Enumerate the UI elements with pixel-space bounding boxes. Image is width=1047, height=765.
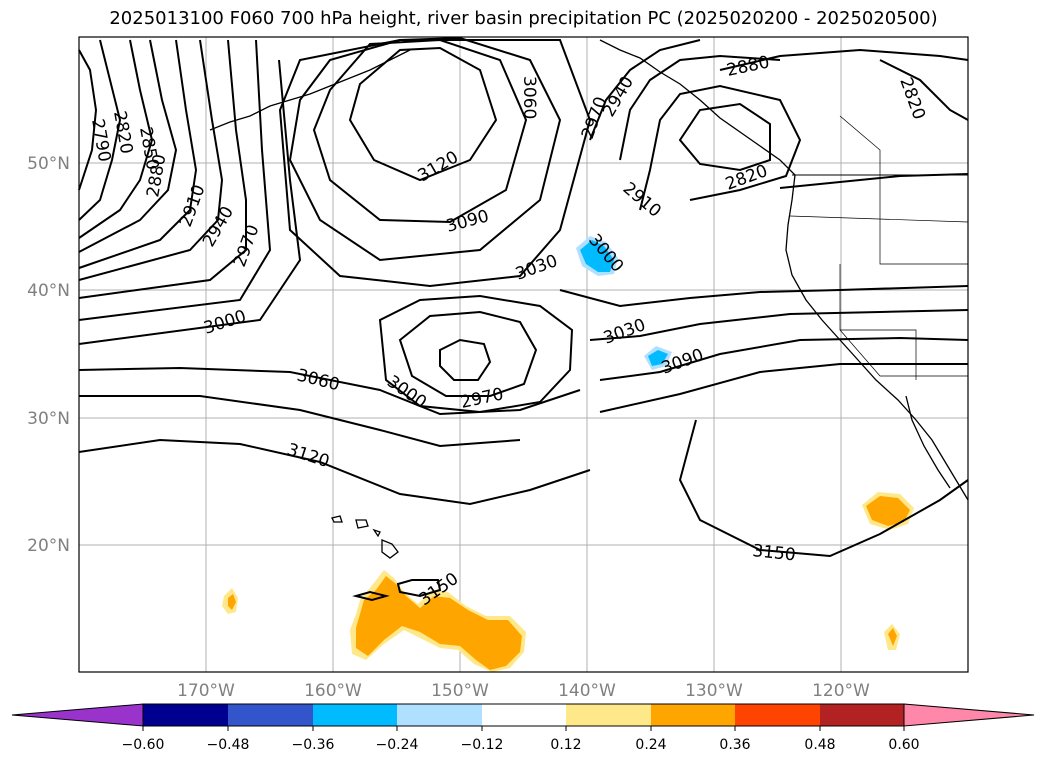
lat-label-20n: 20°N — [27, 536, 70, 556]
border-states-4 — [839, 329, 968, 377]
lon-label-170w: 170°W — [177, 681, 235, 701]
colorbar-label: −0.48 — [207, 737, 250, 753]
contour-2790 — [78, 49, 98, 191]
contour-2970 — [78, 39, 247, 299]
colorbar-ticks — [142, 726, 905, 731]
colorbar-bin — [397, 704, 482, 726]
contour-2940 — [78, 39, 224, 281]
contour-2970-inner — [439, 338, 492, 381]
contour-label: 3150 — [751, 541, 796, 565]
border-states-2 — [789, 215, 969, 223]
colorbar-extend-high — [903, 703, 1035, 727]
precip-fill — [222, 236, 914, 672]
height-contours — [78, 36, 969, 602]
contour-2820-e — [779, 173, 969, 189]
colorbar-bin — [143, 704, 228, 726]
coast-hawaii-1 — [331, 515, 343, 523]
colorbar: −0.60 −0.48 −0.36 −0.24 −0.12 0.12 0.24 … — [11, 703, 1035, 753]
contour-2940-trough — [619, 54, 781, 161]
colorbar-label: −0.24 — [376, 737, 419, 753]
contour-label: 3060 — [519, 76, 539, 119]
lon-label-160w: 160°W — [304, 681, 362, 701]
contour-3150-east — [678, 419, 969, 558]
contour-3150-hawaii — [396, 579, 442, 598]
contour-3120-east — [599, 363, 968, 413]
colorbar-label: −0.60 — [122, 737, 165, 753]
colorbar-label: 0.48 — [804, 737, 835, 753]
precip-negative-2 — [648, 350, 668, 366]
colorbar-label: −0.12 — [461, 737, 504, 753]
lat-label-50n: 50°N — [27, 154, 70, 174]
colorbar-bin — [820, 704, 904, 726]
colorbar-frame — [142, 703, 905, 727]
border-states-1 — [839, 115, 968, 265]
colorbar-label: −0.36 — [292, 737, 335, 753]
contour-3120-south — [78, 438, 591, 506]
colorbar-extend-low — [11, 703, 144, 727]
contour-2820 — [78, 39, 122, 221]
contour-2820-n — [879, 59, 969, 121]
lon-label-130w: 130°W — [685, 681, 743, 701]
colorbar-label: 0.24 — [635, 737, 666, 753]
coast-aleutians — [209, 49, 411, 131]
colorbar-bin — [228, 704, 313, 726]
contour-2880 — [78, 39, 178, 253]
colorbar-bin — [651, 704, 735, 726]
contour-3030-east — [559, 285, 969, 308]
precip-orange-baja — [866, 496, 910, 526]
coast-hawaii-3 — [372, 528, 381, 538]
contour-3150-island — [352, 590, 390, 602]
coast-hawaii-big — [381, 539, 399, 559]
contour-3090-west — [79, 395, 521, 448]
lat-label-30n: 30°N — [27, 409, 70, 429]
contour-3030-west — [78, 59, 302, 345]
colorbar-label: 0.60 — [888, 737, 919, 753]
coast-alaska-panhandle — [599, 39, 796, 176]
contour-2850 — [78, 39, 154, 239]
coast-hawaii-2 — [355, 519, 369, 529]
coast-west-na — [785, 174, 969, 501]
contour-3060-east — [589, 309, 969, 341]
precip-negative-1 — [580, 240, 614, 272]
contour-2970-trough — [589, 39, 701, 141]
contour-3120-high — [348, 46, 498, 182]
contour-3030 — [278, 39, 592, 288]
precip-orange-hawaii-south — [356, 576, 522, 670]
lon-label-120w: 120°W — [812, 681, 870, 701]
figure-title: 2025013100 F060 700 hPa height, river ba… — [109, 8, 938, 29]
contour-2880-trough — [678, 102, 771, 172]
lat-labels: 50°N 40°N 30°N 20°N — [27, 154, 70, 556]
contour-2970-low — [398, 310, 538, 397]
map-frame — [78, 36, 969, 673]
contour-3000-west — [78, 39, 272, 321]
colorbar-bin — [735, 704, 820, 726]
precip-orange-small-2 — [888, 628, 897, 646]
contour-3090-high — [312, 38, 528, 224]
colorbar-label: 0.12 — [550, 737, 581, 753]
map-background — [79, 37, 968, 672]
contour-3090-east — [599, 336, 969, 381]
contour-2880-n — [719, 48, 969, 71]
lon-labels: 170°W 160°W 150°W 140°W 130°W 120°W — [177, 681, 870, 701]
border-states-3 — [839, 264, 917, 380]
colorbar-label: 0.36 — [719, 737, 750, 753]
colorbar-bin — [313, 704, 397, 726]
contour-3060-west — [78, 366, 581, 416]
coast-baja — [905, 395, 951, 489]
colorbar-bin — [566, 704, 651, 726]
coastlines — [209, 39, 969, 559]
lat-label-40n: 40°N — [27, 281, 70, 301]
contour-2910-trough — [639, 84, 802, 211]
precip-orange-small-1 — [228, 594, 236, 610]
lon-label-140w: 140°W — [558, 681, 616, 701]
colorbar-bin — [482, 704, 566, 726]
lon-label-150w: 150°W — [431, 681, 489, 701]
contour-2910 — [78, 39, 198, 269]
contour-3000-low — [378, 294, 574, 414]
